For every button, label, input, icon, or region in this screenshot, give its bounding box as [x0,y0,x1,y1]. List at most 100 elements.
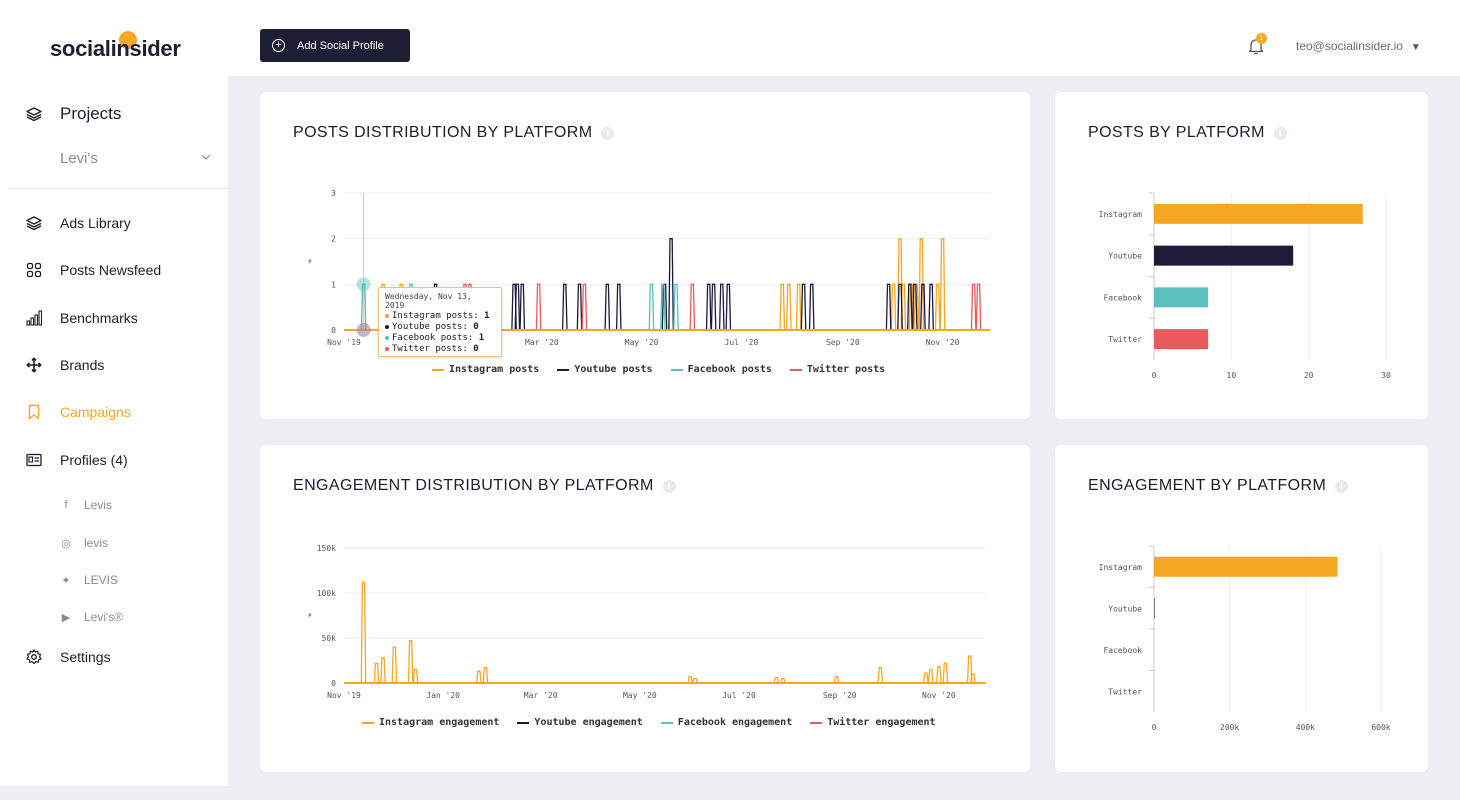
series-spike [890,283,897,331]
profile-item-youtube[interactable]: ▶ Levi's® [60,610,123,624]
info-icon[interactable]: i [601,126,615,140]
engagement-by-platform-card: ENGAGEMENT BY PLATFORM i [1055,445,1428,772]
profile-label: LEVIS [84,573,119,587]
x-tick-label: Jan '20 [426,691,460,700]
youtube-icon: ▶ [61,611,71,624]
sidebar-item-brands[interactable]: Brands [26,357,104,373]
id-card-icon [26,452,42,468]
sidebar-item-benchmarks[interactable]: Benchmarks [26,310,138,326]
series-spike [668,238,674,331]
posts-by-platform-chart[interactable]: 0 10 20 30 Instagram Youtube Facebook Twitter [1070,180,1420,390]
legend-item-twitter[interactable]: Twitter posts [789,364,885,375]
profile-item-instagram[interactable]: ◎ levis [60,536,108,550]
user-menu[interactable]: teo@socialinsider.io ▼ [1296,39,1421,53]
tooltip-dot [385,313,389,318]
y-tick-label: Youtube [1108,252,1142,261]
series-spike [970,283,977,331]
y-tick-label: Youtube [1108,604,1142,613]
info-icon[interactable]: i [1273,126,1287,140]
engagement-distribution-title: ENGAGEMENT DISTRIBUTION BY PLATFORM i [293,477,676,495]
legend-label: Youtube engagement [534,717,643,728]
x-tick-label: 0 [1152,371,1157,380]
series-spike [934,283,941,331]
engagement-by-platform-title: ENGAGEMENT BY PLATFORM i [1088,477,1349,495]
legend-label: Facebook engagement [677,717,793,728]
legend-swatch [557,368,570,371]
legend-item-instagram[interactable]: Instagram posts [432,364,539,375]
tooltip-value: 0 [473,344,479,354]
hover-marker [356,323,371,337]
y-tick-label: 2 [331,235,336,244]
legend-label: Twitter engagement [827,717,936,728]
hover-marker [356,277,371,292]
bar [1154,598,1155,619]
tooltip-date: Wednesday, Nov 13, 2019 [385,292,472,310]
sidebar-item-profiles[interactable]: Profiles (4) [26,452,128,468]
series-spike [877,667,884,684]
legend-item-facebook[interactable]: Facebook posts [670,364,772,375]
series-spike [687,676,694,684]
sidebar-item-label: Posts Newsfeed [60,262,162,278]
legend-item-youtube[interactable]: Youtube posts [557,364,653,375]
sidebar-item-label: Brands [60,357,105,373]
legend-item-facebook[interactable]: Facebook engagement [660,717,793,728]
engagement-distribution-chart[interactable]: 0 50k 100k 150k # Nov '19 Jan '20 Mar '20 May '2… [300,535,1000,710]
legend-swatch [670,368,683,371]
series-spike [482,667,489,684]
series-spike [373,662,380,684]
sidebar: socialinsider Projects Levi's Ads Librar… [0,0,228,786]
project-select[interactable]: Levi's [60,150,212,167]
nav-projects[interactable]: Projects [26,104,121,124]
tooltip-value: 1 [484,311,490,321]
x-tick-label: Nov '20 [922,691,956,700]
y-axis-label: # [308,259,312,266]
legend-item-instagram[interactable]: Instagram engagement [362,717,499,728]
x-tick-label: 10 [1227,371,1237,380]
profile-label: levis [84,536,109,550]
legend-item-youtube[interactable]: Youtube engagement [517,717,643,728]
tooltip-row: Youtube posts: 0 [385,322,495,333]
y-tick-label: Twitter [1108,335,1142,344]
series-spike [360,283,367,331]
tooltip-dot [385,346,389,351]
card-title-text: ENGAGEMENT BY PLATFORM [1088,477,1327,494]
topbar: + Add Social Profile 1 teo@socialinsider… [228,0,1460,76]
series-spike [648,283,655,331]
profile-item-twitter[interactable]: ✦ LEVIS [60,573,118,587]
notifications-button[interactable]: 1 [1246,33,1268,58]
sidebar-item-campaigns[interactable]: Campaigns [26,404,131,420]
sidebar-divider [8,188,228,189]
info-icon[interactable]: i [662,479,676,493]
x-tick-label: 30 [1381,371,1391,380]
profile-item-facebook[interactable]: f Levis [60,498,112,512]
series-spike [773,676,780,684]
y-tick-label: Twitter [1108,687,1142,696]
series-spike [407,640,414,684]
add-social-profile-button[interactable]: + Add Social Profile [260,29,410,62]
brand-logo[interactable]: socialinsider [50,31,181,62]
posts-by-platform-title: POSTS BY PLATFORM i [1088,124,1287,142]
tooltip-label: Youtube posts: [392,322,474,332]
tooltip-value: 0 [473,322,479,332]
layers-icon [26,215,42,231]
y-tick-label: 3 [331,189,336,198]
logo-text: socialinsider [50,36,181,61]
engagement-by-platform-chart[interactable]: 0 200k 400k 600k Instagram Youtube Facebook Twi… [1070,535,1420,740]
profile-label: Levi's® [84,610,124,624]
sidebar-item-ads-library[interactable]: Ads Library [26,215,131,231]
series-spike [928,283,934,331]
legend-item-twitter[interactable]: Twitter engagement [810,717,936,728]
y-tick-label: 50k [322,634,337,643]
series-spike [808,283,815,331]
x-tick-label: 200k [1220,723,1239,732]
series-spike [391,646,398,684]
series-spike [673,283,679,331]
caret-down-icon: ▼ [1410,42,1421,53]
crosshair-icon [26,357,42,373]
sidebar-item-settings[interactable]: Settings [26,649,111,665]
legend-swatch [789,368,802,371]
bar [1154,556,1338,577]
add-social-profile-label: Add Social Profile [297,39,384,52]
info-icon[interactable]: i [1335,479,1349,493]
sidebar-item-posts-newsfeed[interactable]: Posts Newsfeed [26,262,161,278]
